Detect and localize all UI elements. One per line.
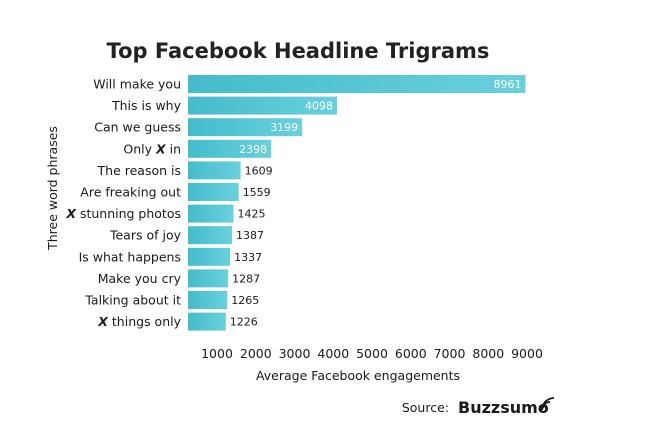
bar: [188, 139, 272, 158]
category-label: Make you cry: [98, 271, 182, 286]
value-label: 1226: [230, 316, 258, 329]
source-brand-logo: Buzzsumo: [458, 398, 549, 417]
category-label: Will make you: [93, 77, 181, 92]
x-tick-label: 5000: [356, 346, 388, 361]
source-credit: Source: Buzzsumo: [402, 397, 555, 417]
x-tick-label: 6000: [395, 346, 427, 361]
x-tick-label: 3000: [279, 346, 311, 361]
signal-icon: [541, 397, 555, 411]
value-label: 1609: [245, 164, 273, 177]
bar: [188, 161, 241, 180]
bar: [188, 204, 234, 223]
bar: [188, 96, 337, 115]
bar: [188, 226, 232, 245]
value-label: 1425: [238, 208, 266, 221]
x-tick-label: 8000: [472, 346, 504, 361]
value-label: 1559: [243, 186, 271, 199]
category-label: Can we guess: [94, 120, 181, 135]
category-label: Talking about it: [84, 293, 181, 308]
value-label: 1337: [234, 251, 262, 264]
bar: [188, 247, 231, 266]
value-label: 8961: [494, 78, 522, 91]
value-label: 1387: [236, 229, 264, 242]
x-tick-label: 2000: [240, 346, 272, 361]
category-label: This is why: [111, 98, 182, 113]
x-tick-label: 7000: [434, 346, 466, 361]
category-label: X stunning photos: [65, 206, 181, 221]
x-tick-label: 9000: [511, 346, 543, 361]
category-label: X things only: [97, 314, 181, 329]
value-label: 3199: [270, 121, 298, 134]
category-label: Tears of joy: [109, 228, 182, 243]
category-label: Are freaking out: [80, 185, 181, 200]
x-tick-label: 1000: [201, 346, 233, 361]
y-axis-title: Three word phrases: [45, 126, 60, 251]
x-tick-label: 4000: [317, 346, 349, 361]
source-label: Source:: [402, 400, 449, 415]
value-label: 1265: [231, 294, 259, 307]
bar: [188, 269, 229, 288]
bar: [188, 118, 303, 137]
value-label: 4098: [305, 100, 333, 113]
value-label: 1287: [232, 272, 260, 285]
x-axis-title: Average Facebook engagements: [256, 368, 460, 383]
bar: [188, 291, 228, 309]
category-label: Only X in: [123, 141, 181, 156]
bar: [188, 75, 526, 93]
bars-group: Will make you 8961 This is why 4098 Can we g…: [65, 75, 526, 331]
category-label: Is what happens: [79, 249, 181, 264]
chart-title: Top Facebook Headline Trigrams: [107, 39, 490, 63]
x-tick-labels: 1000 2000 3000 4000 5000 6000 7000 8000 9000: [201, 346, 543, 361]
bar: [188, 183, 239, 201]
value-label: 2398: [239, 143, 267, 156]
category-label: The reason is: [97, 163, 181, 178]
bar: [188, 312, 226, 331]
